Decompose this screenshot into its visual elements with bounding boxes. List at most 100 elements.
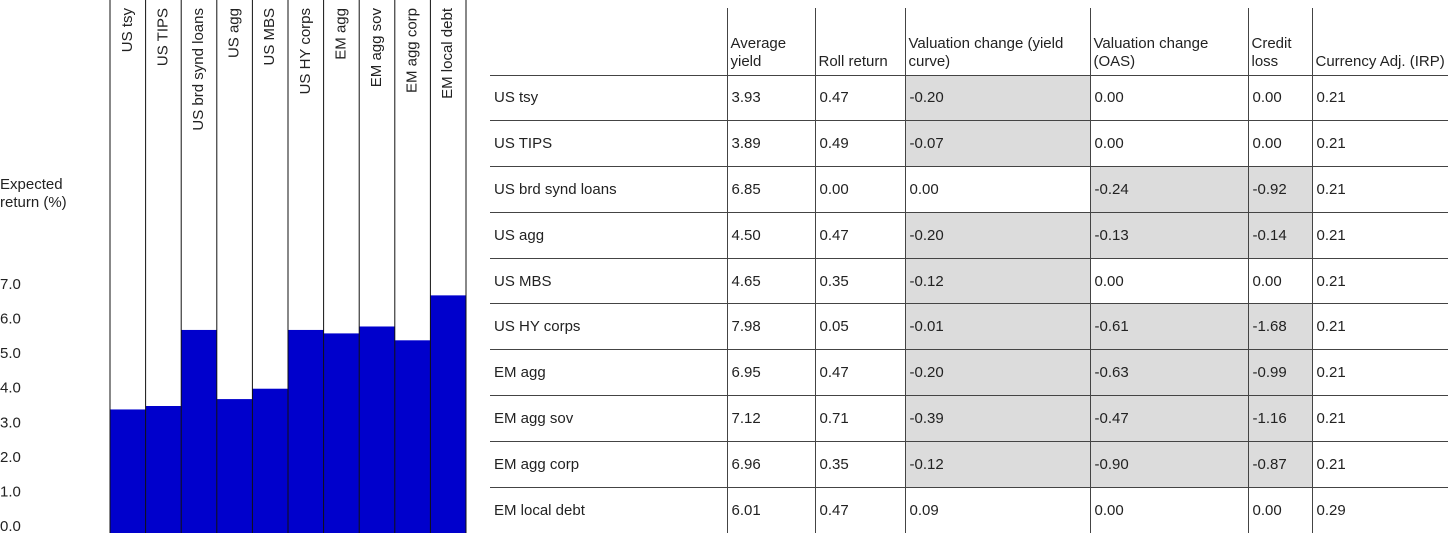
- y-tick-label: 3.0: [0, 414, 21, 431]
- table-row: EM agg 6.95 0.47 -0.20 -0.63 -0.99 0.21: [490, 349, 1448, 396]
- cell: 0.00: [1089, 120, 1248, 167]
- column-header: Credit loss: [1247, 8, 1312, 75]
- column-header: Average yield: [726, 8, 815, 75]
- column-header: Valuation change (OAS): [1089, 8, 1248, 75]
- y-tick-label: 1.0: [0, 483, 21, 500]
- cell: 0.09: [904, 486, 1090, 533]
- cell: -0.20: [904, 74, 1090, 121]
- bar: [110, 409, 146, 533]
- cell: 3.93: [726, 74, 815, 121]
- table-row: US tsy 3.93 0.47 -0.20 0.00 0.00 0.21: [490, 74, 1448, 121]
- cell: 0.00: [1089, 257, 1248, 304]
- row-label: US TIPS: [490, 120, 727, 167]
- cell: 0.35: [814, 440, 905, 488]
- cell: 6.96: [726, 440, 815, 488]
- cell: 0.21: [1311, 120, 1448, 167]
- cell: 0.71: [814, 395, 905, 442]
- cell: 0.00: [1247, 74, 1312, 121]
- cell: -1.68: [1247, 303, 1312, 350]
- cell: 0.21: [1311, 349, 1448, 396]
- cell: 0.21: [1311, 257, 1448, 304]
- cell: 7.12: [726, 395, 815, 442]
- cell: -0.01: [904, 303, 1090, 350]
- corner-cell: [490, 8, 727, 75]
- y-tick-label: 2.0: [0, 449, 21, 466]
- cell: -0.90: [1089, 440, 1248, 488]
- cell: -0.99: [1247, 349, 1312, 396]
- y-tick-label: 7.0: [0, 276, 21, 293]
- bar: [394, 340, 431, 533]
- table-row: EM agg corp 6.96 0.35 -0.12 -0.90 -0.87 0.21: [490, 440, 1448, 488]
- y-axis-label: Expected return (%): [0, 176, 67, 211]
- table-row: US HY corps 7.98 0.05 -0.01 -0.61 -1.68 0.21: [490, 303, 1448, 350]
- cell: 4.65: [726, 257, 815, 304]
- cell: 0.47: [814, 486, 905, 533]
- cell: 0.21: [1311, 303, 1448, 350]
- row-label: US brd synd loans: [490, 166, 727, 213]
- y-tick-label: 6.0: [0, 311, 21, 328]
- cell: 3.89: [726, 120, 815, 167]
- column-header: Valuation change (yield curve): [904, 8, 1090, 75]
- table-row: US agg 4.50 0.47 -0.20 -0.13 -0.14 0.21: [490, 211, 1448, 259]
- cell: -0.63: [1089, 349, 1248, 396]
- row-label: EM local debt: [490, 486, 727, 533]
- bar: [216, 399, 253, 533]
- bar: [288, 329, 324, 533]
- x-tick-label: EM local debt: [439, 7, 456, 99]
- cell: -0.13: [1089, 211, 1248, 259]
- cell: 0.00: [1089, 74, 1248, 121]
- row-label: EM agg sov: [490, 395, 727, 442]
- x-tick-label: US MBS: [261, 8, 278, 66]
- bar: [430, 295, 466, 533]
- cell: 6.95: [726, 349, 815, 396]
- cell: 0.35: [814, 257, 905, 304]
- x-tick-label: EM agg sov: [368, 8, 385, 88]
- cell: 0.21: [1311, 74, 1448, 121]
- table-row: EM local debt 6.01 0.47 0.09 0.00 0.00 0.29: [490, 486, 1448, 533]
- row-label: US tsy: [490, 74, 727, 121]
- cell: 0.21: [1311, 440, 1448, 488]
- bar: [252, 388, 288, 533]
- table-row: US brd synd loans 6.85 0.00 0.00 -0.24 -0.92 0…: [490, 166, 1448, 213]
- bar: [323, 333, 360, 533]
- cell: 0.29: [1311, 486, 1448, 533]
- cell: -0.20: [904, 211, 1090, 259]
- x-tick-label: US brd synd loans: [190, 8, 207, 131]
- cell: 0.21: [1311, 395, 1448, 442]
- cell: 6.01: [726, 486, 815, 533]
- cell: 0.00: [904, 166, 1090, 213]
- cell: 0.21: [1311, 211, 1448, 259]
- x-tick-label: US agg: [226, 8, 243, 58]
- row-label: US MBS: [490, 257, 727, 304]
- cell: 0.49: [814, 120, 905, 167]
- x-tick-label: US HY corps: [297, 8, 314, 94]
- cell: 0.47: [814, 211, 905, 259]
- cell: -0.39: [904, 395, 1090, 442]
- y-tick-label: 0.0: [0, 518, 21, 533]
- cell: 0.05: [814, 303, 905, 350]
- cell: 0.00: [1247, 486, 1312, 533]
- cell: -0.24: [1089, 166, 1248, 213]
- table-row: US MBS 4.65 0.35 -0.12 0.00 0.00 0.21: [490, 257, 1448, 304]
- cell: -0.92: [1247, 166, 1312, 213]
- table: Average yield Roll return Valuation change…: [490, 8, 1448, 533]
- table-row: EM agg sov 7.12 0.71 -0.39 -0.47 -1.16 0.21: [490, 395, 1448, 442]
- cell: -0.12: [904, 257, 1090, 304]
- x-tick-label: US TIPS: [154, 8, 171, 66]
- column-header: Roll return: [814, 8, 905, 75]
- cell: 0.00: [1089, 486, 1248, 533]
- cell: 0.47: [814, 74, 905, 121]
- cell: -0.47: [1089, 395, 1248, 442]
- x-tick-label: EM agg corp: [404, 8, 421, 93]
- header-row: Average yield Roll return Valuation change…: [490, 8, 1448, 75]
- cell: 0.00: [1247, 120, 1312, 167]
- cell: -0.07: [904, 120, 1090, 167]
- y-tick-label: 4.0: [0, 380, 21, 397]
- cell: -1.16: [1247, 395, 1312, 442]
- cell: -0.14: [1247, 211, 1312, 259]
- table-row: US TIPS 3.89 0.49 -0.07 0.00 0.00 0.21: [490, 120, 1448, 167]
- cell: 0.00: [814, 166, 905, 213]
- row-label: US agg: [490, 211, 727, 259]
- cell: -0.87: [1247, 440, 1312, 488]
